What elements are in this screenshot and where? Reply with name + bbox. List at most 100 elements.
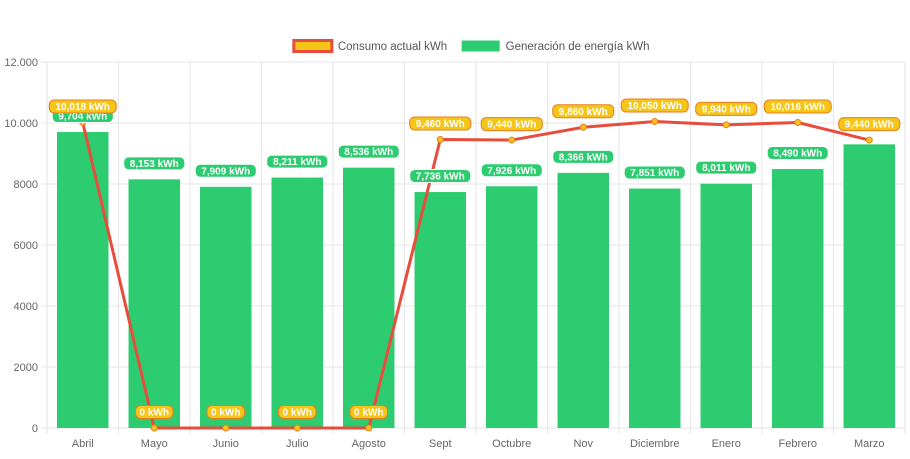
point-consumo <box>865 136 873 144</box>
data-label-generacion-bg <box>123 156 186 171</box>
data-label-generacion-bg <box>623 165 686 180</box>
data-label-consumo: 0 kWh <box>140 408 169 419</box>
data-label-consumo-bg <box>409 116 472 131</box>
data-label-generacion: 7,851 kWh <box>630 168 679 179</box>
bar-generacion <box>700 183 752 428</box>
data-labels: 9,704 kWh 8,153 kWh 7,909 kWh 8,211 kWh 8,53… <box>48 98 901 419</box>
point-consumo <box>436 135 444 143</box>
bar-generacion <box>414 192 466 428</box>
y-tick-label: 2000 <box>14 362 38 374</box>
y-tick-label: 4000 <box>14 301 38 313</box>
point-consumo <box>579 123 587 131</box>
line-series <box>79 117 873 432</box>
bar-generacion <box>57 132 109 428</box>
point-consumo <box>150 424 158 432</box>
x-tick-label: Octubre <box>492 438 531 450</box>
data-label-generacion: 7,736 kWh <box>416 172 465 183</box>
data-label-consumo: 9,860 kWh <box>559 107 608 118</box>
y-tick-label: 12.000 <box>4 57 38 69</box>
data-label-consumo: 0 kWh <box>354 408 383 419</box>
data-label-consumo: 10,016 kWh <box>771 102 825 113</box>
data-label-consumo-bg <box>135 405 174 419</box>
bar-generacion <box>486 186 538 428</box>
data-label-consumo: 9,440 kWh <box>487 120 536 131</box>
data-label-consumo: 0 kWh <box>283 408 312 419</box>
data-label-generacion-bg <box>552 149 615 164</box>
data-label-generacion: 8,153 kWh <box>130 159 179 170</box>
y-tick-label: 10.000 <box>4 118 38 130</box>
y-tick-label: 8000 <box>14 179 38 191</box>
y-tick-label: 6000 <box>14 240 38 252</box>
x-tick-label: Mayo <box>141 438 168 450</box>
data-label-consumo-bg <box>349 405 388 419</box>
data-label-consumo-bg <box>838 117 901 132</box>
bar-generacion <box>843 144 895 428</box>
data-label-consumo: 0 kWh <box>211 408 240 419</box>
data-label-generacion: 8,366 kWh <box>559 152 608 163</box>
data-label-consumo-bg <box>695 101 758 116</box>
data-label-generacion: 8,490 kWh <box>773 149 822 160</box>
legend-label: Generación de energía kWh <box>506 41 650 53</box>
data-label-consumo-bg <box>206 405 245 419</box>
data-label-consumo: 9,460 kWh <box>416 119 465 130</box>
point-consumo <box>722 121 730 129</box>
data-label-consumo-bg <box>552 104 615 119</box>
point-consumo <box>293 424 301 432</box>
x-tick-label: Nov <box>573 438 593 450</box>
data-label-generacion-bg <box>409 169 472 184</box>
data-label-generacion: 9,704 kWh <box>58 112 107 123</box>
data-label-consumo: 10,050 kWh <box>628 101 682 112</box>
legend-label: Consumo actual kWh <box>338 41 447 53</box>
x-tick-label: Junio <box>213 438 239 450</box>
legend: Consumo actual kWh Generación de energía … <box>292 39 650 53</box>
point-consumo <box>651 117 659 125</box>
x-tick-label: Sept <box>429 438 452 450</box>
data-label-consumo: 10,018 kWh <box>56 102 110 113</box>
legend-swatch-generacion <box>461 40 500 52</box>
bar-generacion <box>772 169 824 428</box>
data-label-generacion: 8,211 kWh <box>273 157 321 168</box>
data-label-consumo: 9,940 kWh <box>702 104 751 115</box>
x-tick-label: Marzo <box>854 438 885 450</box>
data-label-consumo-bg <box>480 117 543 132</box>
bar-generacion <box>343 167 395 429</box>
data-label-generacion-bg <box>337 144 400 159</box>
data-label-consumo-bg <box>278 405 317 419</box>
data-label-generacion: 7,926 kWh <box>487 166 536 177</box>
x-tick-label: Diciembre <box>630 438 680 450</box>
bar-generacion <box>128 179 180 428</box>
point-consumo <box>508 136 516 144</box>
bar-series <box>57 132 895 429</box>
x-tick-label: Agosto <box>352 438 386 450</box>
point-consumo <box>222 424 230 432</box>
point-consumo <box>365 424 373 432</box>
x-tick-label: Abril <box>72 438 94 450</box>
data-label-generacion-bg <box>266 154 329 169</box>
y-tick-label: 0 <box>32 423 38 435</box>
data-label-generacion-bg <box>695 160 758 175</box>
x-tick-label: Enero <box>712 438 741 450</box>
bar-generacion <box>557 172 609 428</box>
data-label-consumo-bg <box>620 98 689 113</box>
bar-generacion <box>629 188 681 428</box>
x-tick-label: Julio <box>286 438 309 450</box>
data-label-consumo-bg <box>763 99 832 114</box>
data-label-generacion-bg <box>194 163 257 178</box>
data-label-consumo-bg <box>48 99 117 114</box>
data-label-generacion-bg <box>766 146 829 161</box>
x-tick-label: Febrero <box>778 438 817 450</box>
grid <box>41 61 906 434</box>
data-label-generacion: 8,011 kWh <box>702 163 750 174</box>
data-label-generacion-bg <box>480 163 543 178</box>
data-label-generacion: 7,909 kWh <box>201 166 250 177</box>
bar-generacion <box>271 177 323 428</box>
bar-generacion <box>200 186 252 428</box>
legend-swatch-consumo <box>292 39 334 53</box>
axes: 0 2000 4000 6000 8000 10.000 12.000 Abril Mayo Ju… <box>4 57 884 450</box>
data-label-consumo: 9,440 kWh <box>845 120 894 131</box>
point-consumo <box>794 119 802 127</box>
line-consumo <box>81 119 870 430</box>
data-label-generacion: 8,536 kWh <box>344 147 393 158</box>
